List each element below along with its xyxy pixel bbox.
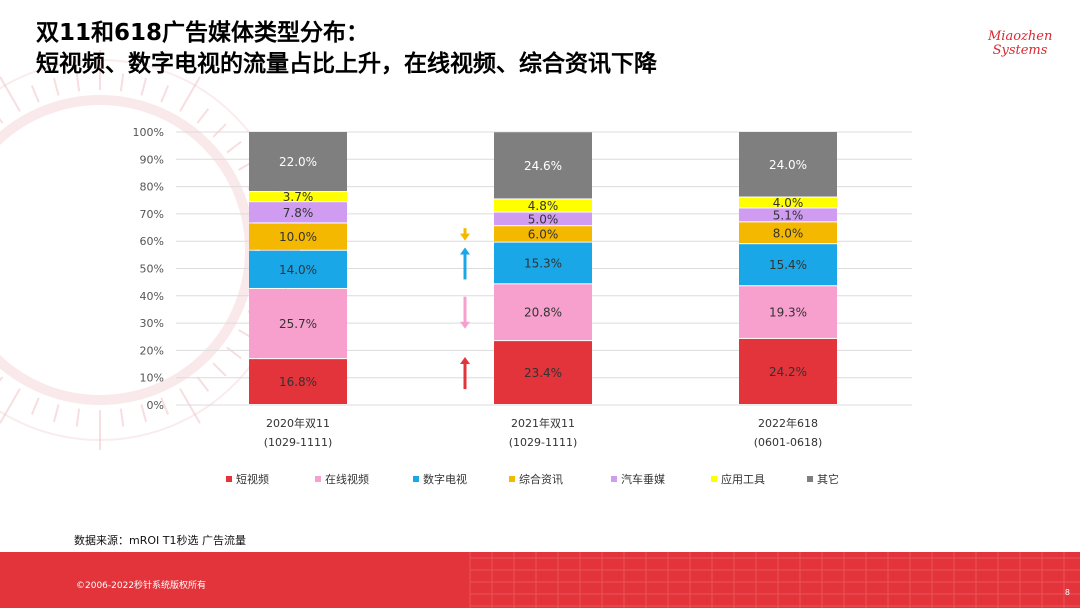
trend-up-arrow-icon (460, 247, 470, 280)
legend-swatch (509, 476, 515, 482)
title-line-2: 短视频、数字电视的流量占比上升，在线视频、综合资讯下降 (36, 51, 657, 77)
legend-item: 在线视频 (315, 472, 369, 486)
data-label: 22.0% (279, 155, 317, 169)
legend-swatch (315, 476, 321, 482)
legend-item: 应用工具 (711, 472, 765, 486)
legend-swatch (413, 476, 419, 482)
y-tick-label: 100% (133, 126, 164, 139)
bar-segment (249, 192, 347, 202)
x-tick-label: 2022年618 (758, 416, 818, 430)
trend-down-arrow-icon (460, 296, 470, 329)
bar-segment (739, 208, 837, 222)
data-label: 3.7% (283, 190, 314, 204)
data-label: 5.1% (773, 208, 804, 222)
page-number: 8 (1064, 588, 1070, 597)
copyright-text: ©2006-2022秒针系统版权所有 (76, 581, 207, 591)
legend-swatch (226, 476, 232, 482)
data-label: 24.2% (769, 365, 807, 379)
bar-segment (494, 199, 592, 212)
data-label: 7.8% (283, 206, 314, 220)
y-tick-label: 50% (140, 263, 164, 276)
legend-label: 汽车垂媒 (621, 472, 665, 486)
slide-title: 双11和618广告媒体类型分布： 短视频、数字电视的流量占比上升，在线视频、综合… (36, 18, 657, 80)
bar-segment (739, 338, 837, 404)
bar-segment (739, 222, 837, 244)
x-tick-sublabel: (0601-0618) (754, 436, 823, 449)
y-tick-label: 40% (140, 290, 164, 303)
data-label: 4.8% (528, 199, 559, 213)
y-tick-label: 80% (140, 181, 164, 194)
legend-label: 其它 (817, 472, 839, 486)
x-tick-label: 2021年双11 (511, 416, 575, 430)
legend-item: 综合资讯 (509, 472, 563, 486)
legend-item: 短视频 (226, 472, 269, 486)
footer-bar: ©2006-2022秒针系统版权所有 8 (0, 552, 1080, 608)
y-tick-label: 20% (140, 344, 164, 357)
x-tick-sublabel: (1029-1111) (264, 436, 333, 449)
data-label: 6.0% (528, 227, 559, 241)
legend-swatch (807, 476, 813, 482)
legend-label: 数字电视 (423, 472, 467, 486)
x-tick-sublabel: (1029-1111) (509, 436, 578, 449)
y-tick-label: 30% (140, 317, 164, 330)
bar-segment (249, 359, 347, 404)
data-label: 23.4% (524, 366, 562, 380)
data-label: 24.6% (524, 159, 562, 173)
legend-item: 数字电视 (413, 472, 467, 486)
legend-swatch (611, 476, 617, 482)
bar-segment (739, 132, 837, 197)
bar-segment (249, 202, 347, 223)
y-tick-label: 60% (140, 235, 164, 248)
y-tick-label: 90% (140, 153, 164, 166)
y-tick-label: 10% (140, 372, 164, 385)
bar-segment (494, 212, 592, 226)
data-label: 24.0% (769, 158, 807, 172)
title-line-1: 双11和618广告媒体类型分布： (36, 20, 370, 46)
data-label: 14.0% (279, 263, 317, 277)
bar-segment (249, 250, 347, 288)
bar-segment (494, 226, 592, 242)
bar-segment (249, 288, 347, 359)
data-label: 25.7% (279, 317, 317, 331)
trend-up-arrow-icon (460, 357, 470, 390)
legend-label: 短视频 (236, 472, 269, 486)
bar-segment (739, 197, 837, 208)
logo-text-1: Miaozhen (988, 29, 1053, 44)
legend-label: 综合资讯 (519, 472, 563, 486)
x-tick-label: 2020年双11 (266, 416, 330, 430)
data-label: 19.3% (769, 306, 807, 320)
bar-segment (249, 132, 347, 192)
legend-item: 汽车垂媒 (611, 472, 665, 486)
legend-label: 应用工具 (721, 472, 765, 486)
bar-segment (494, 284, 592, 341)
trend-down-arrow-icon (460, 228, 470, 241)
data-label: 4.0% (773, 196, 804, 210)
data-label: 5.0% (528, 212, 559, 226)
data-label: 15.3% (524, 256, 562, 270)
data-label: 16.8% (279, 375, 317, 389)
bar-segment (494, 132, 592, 199)
data-label: 20.8% (524, 306, 562, 320)
y-tick-label: 70% (140, 208, 164, 221)
data-source-note: 数据来源：mROI T1秒选 广告流量 (74, 534, 246, 547)
bar-segment (739, 286, 837, 338)
bar-segment (494, 242, 592, 284)
legend-item: 其它 (807, 472, 839, 486)
bar-segment (739, 244, 837, 286)
bar-segment (249, 223, 347, 250)
data-label: 10.0% (279, 230, 317, 244)
y-tick-label: 0% (147, 399, 164, 412)
footer-grid-decoration (469, 552, 1080, 608)
legend-swatch (711, 476, 717, 482)
company-logo: Miaozhen Systems (988, 30, 1052, 58)
data-label: 8.0% (773, 226, 804, 240)
legend-label: 在线视频 (325, 472, 369, 486)
bar-segment (494, 341, 592, 404)
logo-text-2: Systems (992, 43, 1048, 58)
data-label: 15.4% (769, 258, 807, 272)
